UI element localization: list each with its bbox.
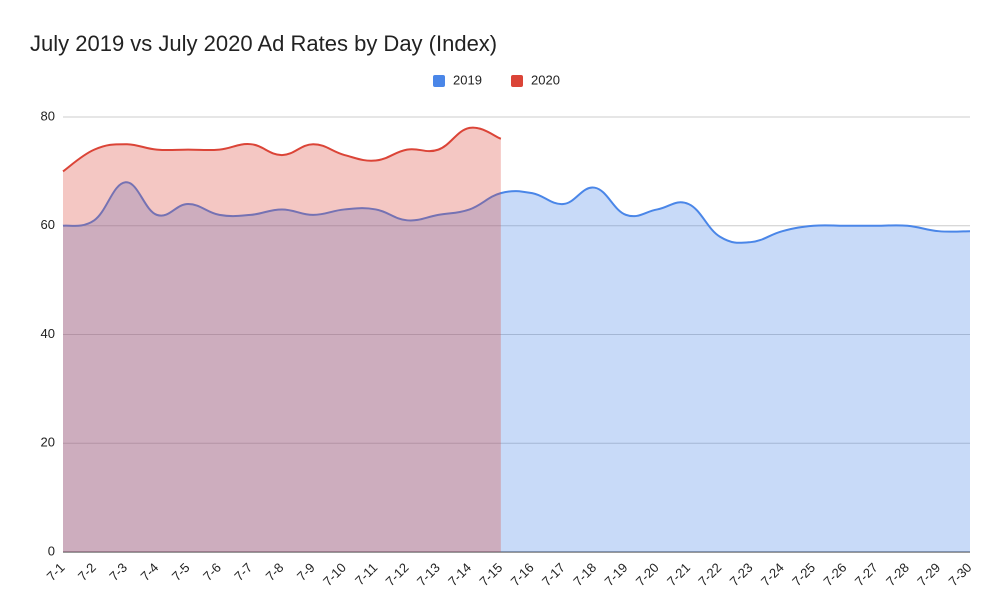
x-tick-label: 7-1 bbox=[44, 560, 68, 584]
x-tick-label: 7-28 bbox=[883, 560, 912, 589]
x-tick-label: 7-25 bbox=[789, 560, 818, 589]
x-tick-label: 7-5 bbox=[169, 560, 193, 584]
y-tick-label: 80 bbox=[41, 108, 55, 123]
x-tick-label: 7-11 bbox=[352, 560, 380, 588]
y-tick-label: 20 bbox=[41, 435, 55, 450]
area bbox=[63, 127, 501, 553]
legend-swatch bbox=[511, 75, 523, 87]
line bbox=[62, 181, 971, 244]
x-tick-label: 7-4 bbox=[137, 560, 161, 584]
x-tick-label: 7-16 bbox=[508, 560, 537, 589]
x-tick-label: 7-27 bbox=[852, 560, 881, 589]
chart-title: July 2019 vs July 2020 Ad Rates by Day (… bbox=[30, 31, 497, 56]
x-tick-label: 7-26 bbox=[820, 560, 849, 589]
x-tick-label: 7-24 bbox=[758, 560, 787, 589]
x-tick-label: 7-21 bbox=[664, 560, 693, 589]
y-tick-label: 40 bbox=[41, 326, 55, 341]
line bbox=[62, 126, 502, 173]
x-tick-label: 7-10 bbox=[320, 560, 349, 589]
legend-label: 2019 bbox=[453, 72, 482, 87]
legend-label: 2020 bbox=[531, 72, 560, 87]
x-tick-label: 7-2 bbox=[75, 560, 99, 584]
x-tick-label: 7-12 bbox=[383, 560, 412, 589]
x-tick-label: 7-19 bbox=[602, 560, 631, 589]
x-tick-label: 7-22 bbox=[695, 560, 724, 589]
x-tick-label: 7-18 bbox=[570, 560, 599, 589]
x-tick-label: 7-23 bbox=[727, 560, 756, 589]
x-tick-label: 7-15 bbox=[476, 560, 505, 589]
legend-swatch bbox=[433, 75, 445, 87]
x-tick-label: 7-30 bbox=[946, 560, 975, 589]
legend: 2019 2020 bbox=[433, 72, 560, 87]
x-tick-label: 7-8 bbox=[263, 560, 287, 584]
x-tick-label: 7-7 bbox=[231, 560, 255, 584]
y-tick-label: 0 bbox=[48, 543, 55, 558]
x-tick-label: 7-6 bbox=[200, 560, 224, 584]
x-tick-label: 7-17 bbox=[539, 560, 568, 589]
x-tick-label: 7-9 bbox=[294, 560, 318, 584]
x-tick-label: 7-13 bbox=[414, 560, 443, 589]
x-tick-label: 7-3 bbox=[106, 560, 130, 584]
y-tick-label: 60 bbox=[41, 217, 55, 232]
x-tick-label: 7-29 bbox=[914, 560, 943, 589]
x-tick-label: 7-14 bbox=[445, 560, 474, 589]
x-tick-label: 7-20 bbox=[633, 560, 662, 589]
area bbox=[63, 182, 970, 552]
